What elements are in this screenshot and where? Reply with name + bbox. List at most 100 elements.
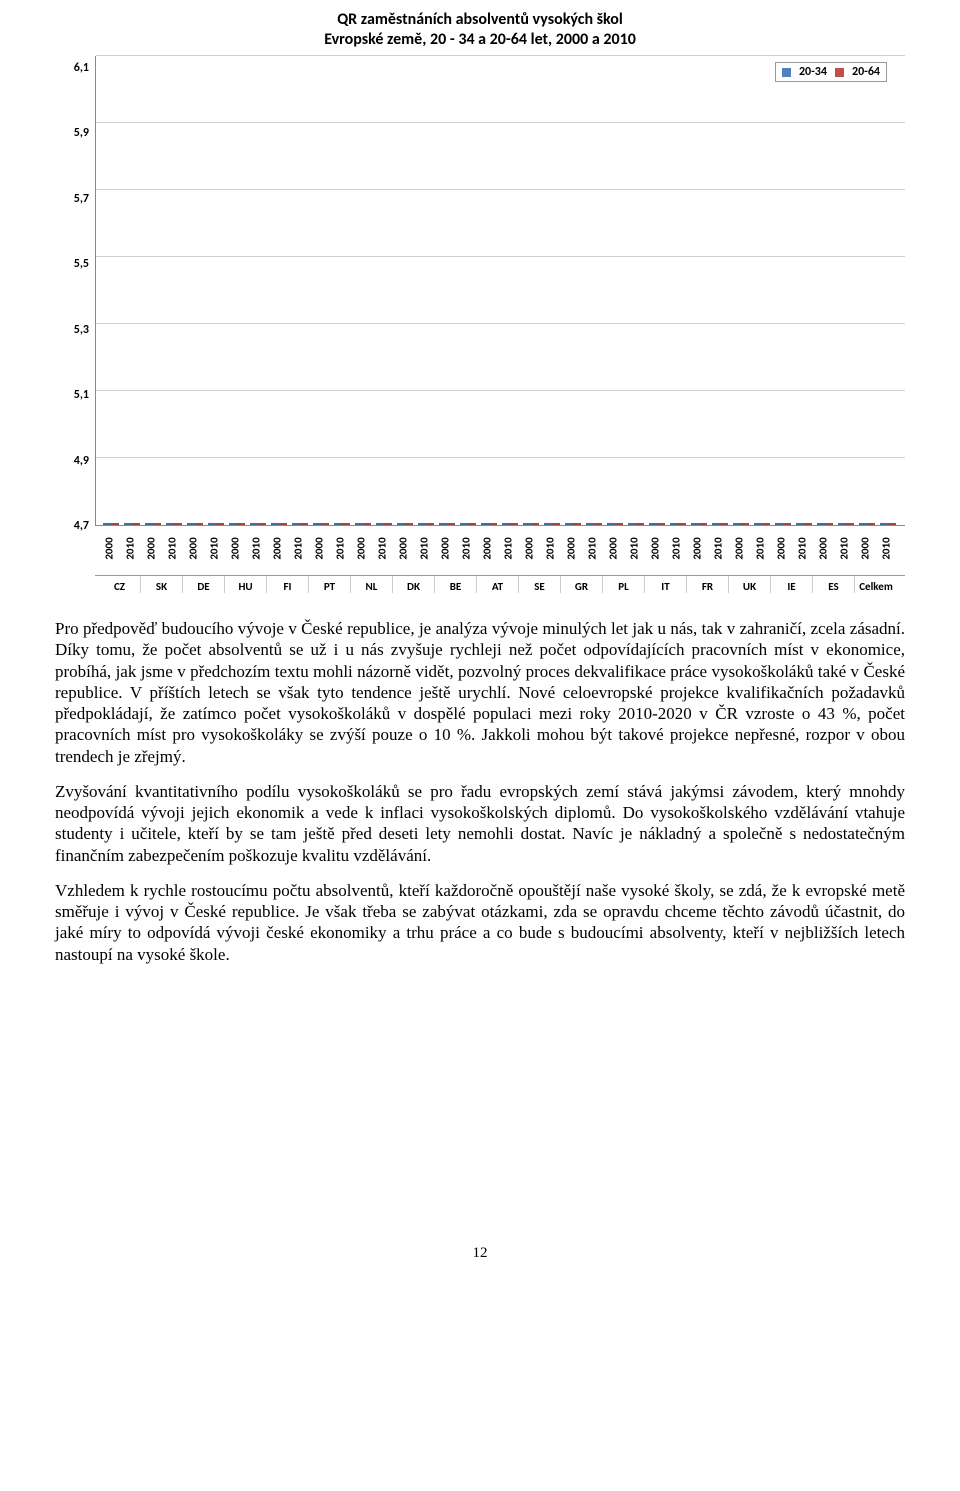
year-label: 2010: [250, 537, 263, 559]
bar-2034: [334, 523, 342, 525]
bar-2034: [208, 523, 216, 525]
bar-group: [562, 523, 583, 525]
year-label-cell: 2010: [162, 526, 183, 555]
bar-2034: [292, 523, 300, 525]
bar-2034: [796, 523, 804, 525]
bar-group: [730, 523, 751, 525]
year-label-cell: 2000: [771, 526, 792, 555]
bar-2034: [460, 523, 468, 525]
bar-2034: [397, 523, 405, 525]
bar-pair: [166, 523, 182, 525]
year-label-cell: 2000: [729, 526, 750, 555]
bar-2034: [817, 523, 825, 525]
bar-2064: [678, 523, 686, 525]
year-label-cell: 2010: [792, 526, 813, 555]
bar-pair: [670, 523, 686, 525]
year-label-cell: 2000: [687, 526, 708, 555]
year-label: 2000: [565, 537, 578, 559]
bar-2034: [313, 523, 321, 525]
bar-2034: [775, 523, 783, 525]
year-label: 2010: [208, 537, 221, 559]
gridline: [96, 55, 905, 56]
bar-pair: [229, 523, 245, 525]
country-label: ES: [813, 576, 855, 593]
bar-group: [856, 523, 877, 525]
year-label-cell: 2010: [624, 526, 645, 555]
bar-group: [877, 523, 898, 525]
year-label: 2010: [586, 537, 599, 559]
bar-group: [688, 523, 709, 525]
y-axis: 6,15,95,75,55,35,14,94,7: [55, 56, 95, 526]
year-label-cell: 2000: [183, 526, 204, 555]
country-label: BE: [435, 576, 477, 593]
bar-group: [121, 523, 142, 525]
plot-area: 20-34 20-64: [95, 56, 905, 526]
year-label-cell: 2000: [99, 526, 120, 555]
bar-2064: [867, 523, 875, 525]
year-label: 2010: [376, 537, 389, 559]
bar-2034: [586, 523, 594, 525]
country-label: NL: [351, 576, 393, 593]
year-label-cell: 2010: [246, 526, 267, 555]
chart-title-line1: QR zaměstnáních absolventů vysokých škol: [55, 10, 905, 30]
country-label: GR: [561, 576, 603, 593]
bar-group: [625, 523, 646, 525]
bar-pair: [586, 523, 602, 525]
country-label: DK: [393, 576, 435, 593]
bar-pair: [376, 523, 392, 525]
bar-2034: [418, 523, 426, 525]
year-label: 2010: [712, 537, 725, 559]
bar-2064: [573, 523, 581, 525]
y-tick-label: 4,9: [74, 455, 89, 467]
bar-2034: [859, 523, 867, 525]
bar-pair: [145, 523, 161, 525]
year-label-cell: 2010: [834, 526, 855, 555]
y-tick-label: 5,3: [74, 324, 89, 336]
bar-2064: [615, 523, 623, 525]
bar-2034: [712, 523, 720, 525]
bar-2064: [594, 523, 602, 525]
bar-2034: [628, 523, 636, 525]
bar-group: [142, 523, 163, 525]
bar-pair: [691, 523, 707, 525]
bar-pair: [796, 523, 812, 525]
bar-group: [835, 523, 856, 525]
x-axis-countries: CZSKDEHUFIPTNLDKBEATSEGRPLITFRUKIEESCelk…: [95, 575, 905, 593]
bar-pair: [481, 523, 497, 525]
year-label: 2010: [124, 537, 137, 559]
gridline: [96, 323, 905, 324]
bar-pair: [397, 523, 413, 525]
country-label: FR: [687, 576, 729, 593]
bar-2064: [405, 523, 413, 525]
bar-2034: [754, 523, 762, 525]
bar-group: [331, 523, 352, 525]
bar-pair: [292, 523, 308, 525]
bar-2064: [657, 523, 665, 525]
y-tick-label: 6,1: [74, 62, 89, 74]
country-label: SK: [141, 576, 183, 593]
bar-2064: [636, 523, 644, 525]
year-label: 2000: [607, 537, 620, 559]
year-label-cell: 2000: [309, 526, 330, 555]
bar-2064: [699, 523, 707, 525]
bar-pair: [334, 523, 350, 525]
bar-group: [604, 523, 625, 525]
legend-swatch-2064: [835, 68, 844, 77]
bar-2064: [447, 523, 455, 525]
bar-2034: [166, 523, 174, 525]
year-label: 2010: [754, 537, 767, 559]
year-label-cell: 2010: [330, 526, 351, 555]
bar-2034: [439, 523, 447, 525]
year-label: 2000: [313, 537, 326, 559]
year-label: 2000: [481, 537, 494, 559]
year-label: 2000: [775, 537, 788, 559]
year-label: 2000: [733, 537, 746, 559]
chart-container: QR zaměstnáních absolventů vysokých škol…: [55, 10, 905, 593]
year-label: 2010: [502, 537, 515, 559]
bar-group: [520, 523, 541, 525]
bar-group: [583, 523, 604, 525]
bar-pair: [628, 523, 644, 525]
bar-pair: [355, 523, 371, 525]
bar-group: [457, 523, 478, 525]
bar-pair: [775, 523, 791, 525]
